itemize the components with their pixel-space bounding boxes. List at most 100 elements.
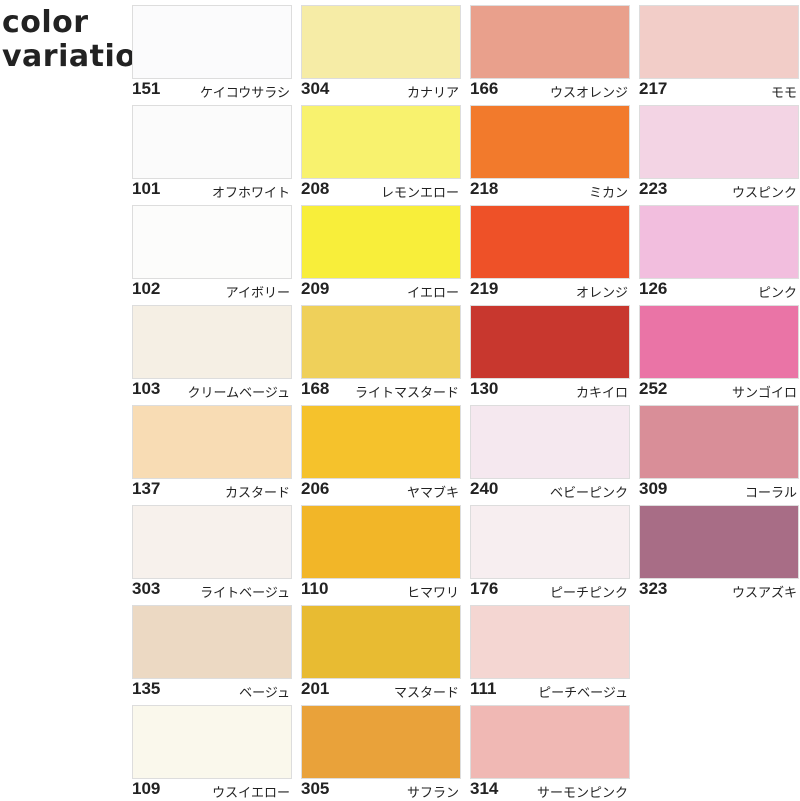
color-swatch-item[interactable]: 166 ウスオレンジ — [470, 5, 630, 101]
color-code: 323 — [639, 579, 668, 598]
color-swatch[interactable] — [301, 205, 461, 279]
color-code: 305 — [301, 779, 330, 798]
color-name: サンゴイロ — [731, 386, 797, 401]
color-code: 303 — [132, 579, 161, 598]
color-swatch-item[interactable]: 168 ライトマスタード — [301, 305, 461, 401]
color-name: ピーチピンク — [549, 586, 628, 601]
color-swatch[interactable] — [470, 605, 630, 679]
color-swatch[interactable] — [301, 505, 461, 579]
color-code: 314 — [470, 779, 499, 798]
color-swatch[interactable] — [301, 605, 461, 679]
color-name: カキイロ — [575, 386, 628, 401]
color-swatch[interactable] — [132, 305, 292, 379]
color-name: ベビーピンク — [549, 486, 628, 501]
color-swatch-item[interactable]: 323 ウスアズキ — [639, 505, 799, 601]
color-swatch-item[interactable]: 176 ピーチピンク — [470, 505, 630, 601]
color-code: 110 — [301, 579, 329, 598]
color-swatch-item[interactable]: 137 カスタード — [132, 405, 292, 501]
color-swatch[interactable] — [132, 205, 292, 279]
color-swatch[interactable] — [301, 105, 461, 179]
color-swatch-item[interactable]: 218 ミカン — [470, 105, 630, 201]
color-swatch[interactable] — [470, 105, 630, 179]
color-swatch[interactable] — [639, 205, 799, 279]
color-swatch-item[interactable]: 209 イエロー — [301, 205, 461, 301]
color-swatch[interactable] — [132, 105, 292, 179]
color-swatch-item[interactable]: 109 ウスイエロー — [132, 705, 292, 801]
color-code: 252 — [639, 379, 668, 398]
color-swatch[interactable] — [470, 205, 630, 279]
color-swatch-item[interactable]: 103 クリームベージュ — [132, 305, 292, 401]
color-swatch-item[interactable]: 252 サンゴイロ — [639, 305, 799, 401]
color-name: ヒマワリ — [406, 586, 459, 601]
color-code: 101 — [132, 179, 161, 198]
color-swatch-item[interactable]: 206 ヤマブキ — [301, 405, 461, 501]
color-swatch-item[interactable]: 208 レモンエロー — [301, 105, 461, 201]
color-swatch[interactable] — [301, 305, 461, 379]
color-name: ピンク — [757, 286, 797, 301]
color-swatch-item[interactable]: 304 カナリア — [301, 5, 461, 101]
color-swatch[interactable] — [470, 305, 630, 379]
color-name: ベージュ — [239, 686, 290, 701]
color-name: アイボリー — [225, 286, 290, 301]
color-name: ピーチベージュ — [538, 686, 628, 701]
color-name: サフラン — [406, 786, 459, 801]
color-code: 223 — [639, 179, 668, 198]
color-swatch[interactable] — [301, 705, 461, 779]
color-swatch-item[interactable]: 201 マスタード — [301, 605, 461, 701]
color-name: カナリア — [406, 86, 459, 101]
color-swatch[interactable] — [639, 305, 799, 379]
color-swatch[interactable] — [639, 505, 799, 579]
page-title: color variation — [2, 5, 159, 74]
color-swatch[interactable] — [132, 705, 292, 779]
color-code: 126 — [639, 279, 668, 298]
color-swatch-item[interactable]: 314 サーモンピンク — [470, 705, 630, 801]
color-swatch[interactable] — [470, 505, 630, 579]
color-name: ライトベージュ — [200, 586, 290, 601]
color-swatch[interactable] — [301, 405, 461, 479]
color-name: ライトマスタード — [354, 386, 459, 401]
color-swatch[interactable] — [132, 405, 292, 479]
color-swatch-item[interactable]: 219 オレンジ — [470, 205, 630, 301]
color-swatch-item[interactable]: 309 コーラル — [639, 405, 799, 501]
color-swatch[interactable] — [132, 605, 292, 679]
color-name: マスタード — [393, 686, 459, 701]
color-code: 176 — [470, 579, 499, 598]
color-name: レモンエロー — [380, 186, 459, 201]
color-swatch[interactable] — [470, 405, 630, 479]
color-swatch-item[interactable]: 217 モモ — [639, 5, 799, 101]
color-swatch[interactable] — [639, 5, 799, 79]
color-name: ヤマブキ — [406, 486, 459, 501]
color-swatch-item[interactable]: 130 カキイロ — [470, 305, 630, 401]
color-swatch[interactable] — [470, 5, 630, 79]
color-swatch-item[interactable]: 223 ウスピンク — [639, 105, 799, 201]
color-name: モモ — [770, 86, 797, 101]
color-code: 309 — [639, 479, 668, 498]
color-name: オレンジ — [575, 286, 628, 301]
color-swatch-item[interactable]: 102 アイボリー — [132, 205, 292, 301]
color-swatch-item[interactable]: 240 ベビーピンク — [470, 405, 630, 501]
color-swatch[interactable] — [470, 705, 630, 779]
color-name: ウスピンク — [731, 186, 797, 201]
color-swatch[interactable] — [639, 405, 799, 479]
color-swatch[interactable] — [639, 105, 799, 179]
color-swatch[interactable] — [301, 5, 461, 79]
color-swatch-item[interactable]: 111 ピーチベージュ — [470, 605, 630, 701]
color-swatch-item[interactable]: 303 ライトベージュ — [132, 505, 292, 601]
color-swatch-item[interactable]: 135 ベージュ — [132, 605, 292, 701]
color-swatch[interactable] — [132, 5, 292, 79]
color-swatch-item[interactable]: 126 ピンク — [639, 205, 799, 301]
color-code: 201 — [301, 679, 330, 698]
color-swatch-item[interactable]: 305 サフラン — [301, 705, 461, 801]
color-name: サーモンピンク — [536, 786, 628, 801]
color-code: 109 — [132, 779, 161, 798]
color-code: 206 — [301, 479, 330, 498]
color-swatch-item[interactable]: 151 ケイコウサラシ — [132, 5, 292, 101]
color-code: 219 — [470, 279, 499, 298]
color-swatch[interactable] — [132, 505, 292, 579]
color-code: 102 — [132, 279, 161, 298]
color-name: ウスアズキ — [731, 586, 797, 601]
color-name: ケイコウサラシ — [200, 86, 290, 101]
color-swatch-item[interactable]: 110 ヒマワリ — [301, 505, 461, 601]
color-swatch-item[interactable]: 101 オフホワイト — [132, 105, 292, 201]
color-name: カスタード — [224, 486, 290, 501]
